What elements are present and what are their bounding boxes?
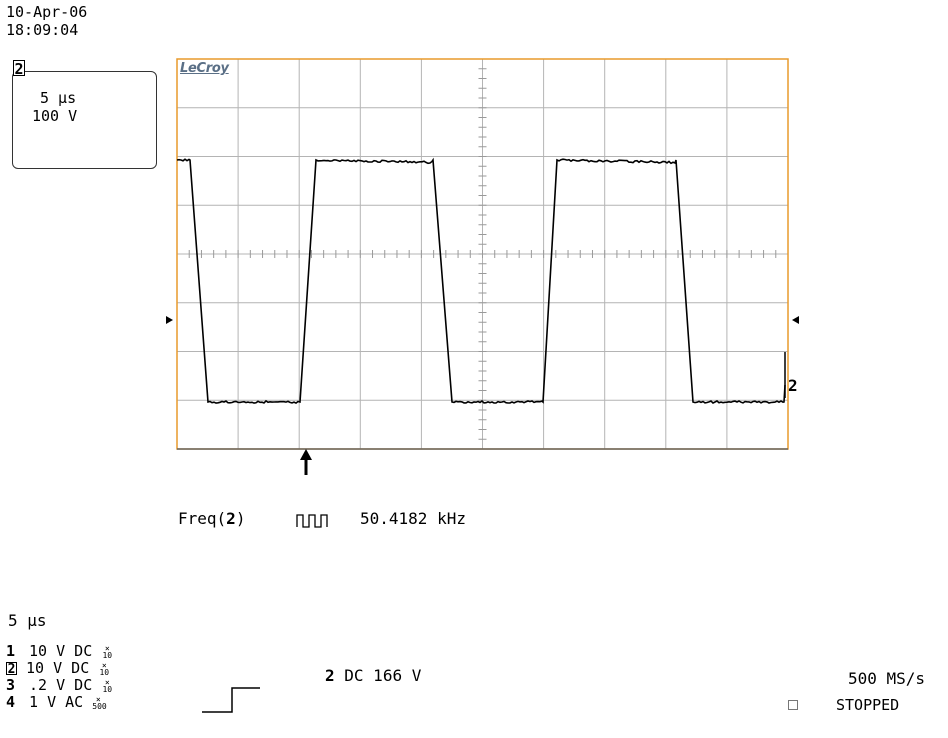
- channel-volt-div: 100 V: [32, 107, 78, 125]
- trigger-info: DC 166 V: [344, 666, 422, 685]
- channel-row-3[interactable]: 3 .2 V DC × 10: [6, 677, 113, 693]
- channel-number: 1: [6, 642, 16, 660]
- measure-prefix: Freq(: [178, 509, 227, 528]
- channel-number: 3: [6, 676, 16, 694]
- measurement-value: 50.4182 kHz: [360, 509, 466, 528]
- acquisition-status: STOPPED: [836, 696, 900, 714]
- channel-row-2[interactable]: 2 10 V DC × 10: [6, 660, 110, 676]
- waveform-trace: [176, 157, 786, 405]
- pulse-train-icon: [296, 514, 328, 528]
- trace-channel-label: 2: [788, 376, 798, 395]
- left-trigger-level-marker: [166, 316, 173, 324]
- graticule: [176, 58, 789, 450]
- status-indicator-icon: [788, 700, 798, 710]
- channel-settings: 1 V AC: [20, 693, 93, 711]
- measure-channel: 2: [226, 509, 236, 528]
- trigger-setup[interactable]: 2 DC 166 V: [325, 667, 421, 684]
- sample-rate: 500 MS/s: [848, 669, 926, 688]
- up-arrow-icon: [300, 449, 312, 475]
- channel-number: 4: [6, 693, 16, 711]
- measure-suffix: ): [235, 509, 246, 528]
- channel-number: 2: [6, 662, 17, 677]
- channel-descriptor-box[interactable]: [12, 71, 157, 169]
- probe-attenuation: × 10: [102, 643, 113, 660]
- trigger-channel: 2: [325, 666, 335, 685]
- probe-attenuation: × 500: [92, 694, 107, 711]
- acquisition-date: 10-Apr-06: [6, 3, 88, 21]
- rising-edge-icon: [202, 687, 260, 713]
- channel-time-div: 5 µs: [40, 89, 77, 107]
- right-trigger-level-marker: [792, 316, 799, 324]
- channel-settings: 10 V DC: [20, 642, 102, 660]
- probe-attenuation: × 10: [99, 660, 110, 677]
- channel-row-1[interactable]: 1 10 V DC × 10: [6, 643, 113, 659]
- channel-settings: .2 V DC: [20, 676, 102, 694]
- lecroy-logo: LeCroy: [180, 61, 229, 76]
- acquisition-time: 18:09:04: [6, 21, 79, 39]
- timebase-readout[interactable]: 5 µs: [8, 611, 47, 630]
- probe-attenuation: × 10: [102, 677, 113, 694]
- channel-row-4[interactable]: 4 1 V AC × 500: [6, 693, 107, 711]
- measurement-label[interactable]: Freq(2): [178, 510, 245, 527]
- channel-settings: 10 V DC: [17, 659, 99, 677]
- channel-descriptor-number: 2: [13, 60, 25, 78]
